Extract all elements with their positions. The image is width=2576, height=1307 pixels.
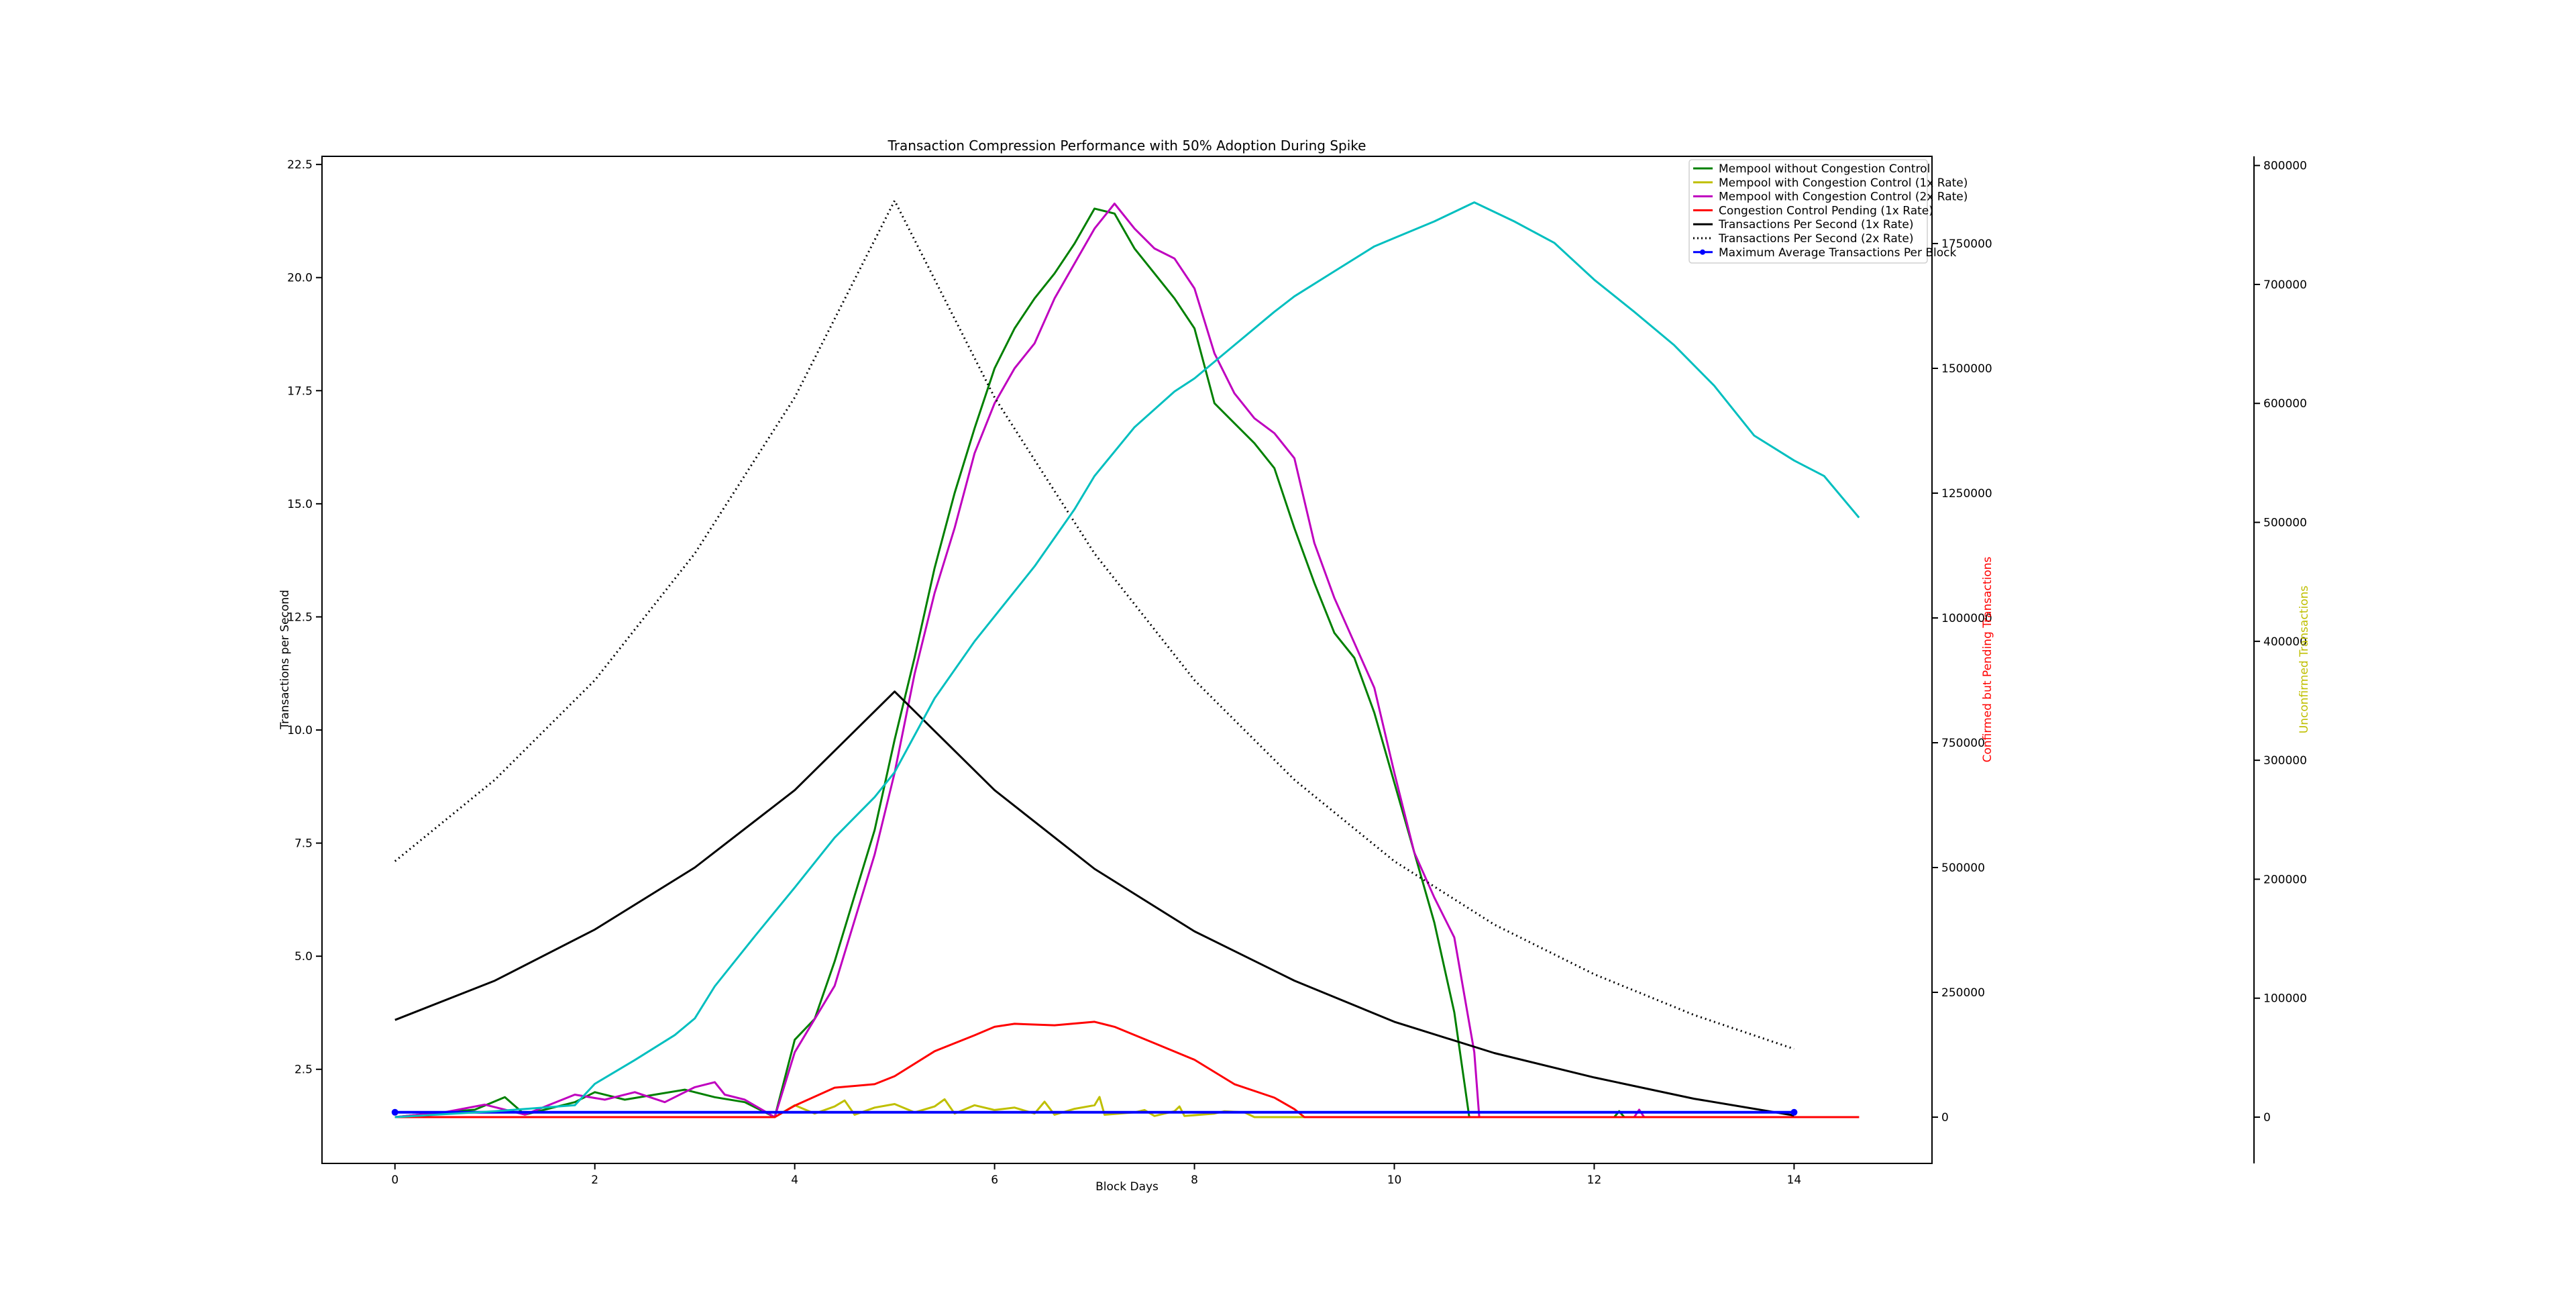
left-tick-label: 10.0 — [287, 724, 313, 737]
x-tick-label: 8 — [1191, 1173, 1198, 1187]
chart-title: Transaction Compression Performance with… — [888, 138, 1366, 154]
right1-axis-label: Confirmed but Pending Transactions — [1981, 556, 1994, 762]
right2-tick-label: 0 — [2263, 1111, 2271, 1125]
left-tick-label: 5.0 — [294, 950, 313, 963]
right1-tick-label: 1250000 — [1941, 487, 1992, 501]
right1-tick-label: 0 — [1941, 1111, 1949, 1125]
left-tick-label: 7.5 — [294, 837, 313, 851]
right1-tick-label: 500000 — [1941, 861, 1985, 875]
right2-tick-label: 100000 — [2263, 992, 2307, 1006]
right2-tick-label: 700000 — [2263, 278, 2307, 292]
right1-tick-label: 250000 — [1941, 986, 1985, 1000]
axes-frame — [321, 156, 1933, 1164]
x-axis-label: Block Days — [1095, 1180, 1159, 1194]
series-line-0 — [394, 207, 1860, 1118]
right2-tick-label: 800000 — [2263, 160, 2307, 173]
legend-entry-label: Mempool with Congestion Control (2x Rate… — [1719, 191, 1968, 204]
x-tick-label: 14 — [1787, 1173, 1802, 1187]
plot-area — [322, 156, 1932, 1163]
series-line-7 — [394, 201, 1860, 1118]
legend-entry-label: Mempool with Congestion Control (1x Rate… — [1719, 176, 1968, 190]
legend-entry-label: Mempool without Congestion Control — [1719, 162, 1930, 176]
x-tick-label: 6 — [991, 1173, 998, 1187]
legend-entry-label: Transactions Per Second (1x Rate) — [1718, 218, 1914, 231]
left-tick-label: 22.5 — [287, 158, 313, 172]
legend-entry-label: Maximum Average Transactions Per Block — [1719, 246, 1957, 260]
series-layer — [391, 199, 1860, 1118]
right2-tick-label: 200000 — [2263, 873, 2307, 886]
left-axis-label: Transactions per Second — [278, 590, 292, 730]
legend-box — [1688, 159, 1928, 264]
x-tick-label: 4 — [791, 1173, 798, 1187]
series-marker — [391, 1108, 398, 1116]
series-line-4 — [394, 690, 1794, 1116]
legend: Mempool without Congestion ControlMempoo… — [1688, 159, 1968, 264]
series-line-2 — [394, 203, 1860, 1118]
series-marker — [1790, 1108, 1798, 1116]
left-tick-label: 17.5 — [287, 384, 313, 398]
right2-tick-label: 300000 — [2263, 754, 2307, 768]
left-tick-label: 20.0 — [287, 272, 313, 285]
right1-tick-label: 750000 — [1941, 737, 1985, 750]
right2-tick-label: 400000 — [2263, 635, 2307, 649]
right1-tick-label: 1000000 — [1941, 612, 1992, 625]
x-tick-label: 10 — [1387, 1173, 1402, 1187]
right1-tick-label: 1500000 — [1941, 362, 1992, 376]
series-line-3 — [394, 1021, 1860, 1118]
legend-entry-label: Congestion Control Pending (1x Rate) — [1719, 204, 1933, 217]
legend-entry-label: Transactions Per Second (2x Rate) — [1718, 232, 1914, 246]
right2-tick-label: 600000 — [2263, 397, 2307, 411]
x-tick-label: 12 — [1587, 1173, 1602, 1187]
x-tick-label: 0 — [391, 1173, 398, 1187]
left-tick-label: 2.5 — [294, 1063, 313, 1077]
right1-tick-label: 1750000 — [1941, 238, 1992, 251]
right2-tick-label: 500000 — [2263, 517, 2307, 530]
axes-layer: 0 2 4 6 8 10 12 14 2.5 5.0 7.5 10.0 12.5 15.0 17.5 20.0… — [287, 156, 2307, 1187]
left-tick-label: 12.5 — [287, 611, 313, 624]
right2-axis-label: Unconfirmed Transactions — [2298, 586, 2311, 734]
x-tick-label: 2 — [591, 1173, 598, 1187]
left-tick-label: 15.0 — [287, 498, 313, 511]
legend-marker — [1700, 249, 1705, 255]
